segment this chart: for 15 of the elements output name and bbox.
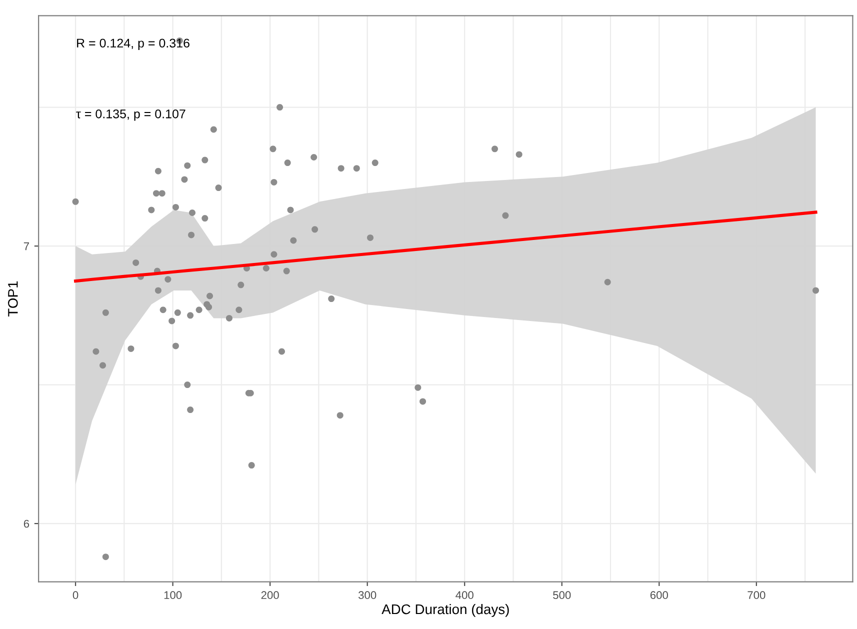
x-axis-title: ADC Duration (days) xyxy=(382,604,509,617)
y-axis-title: TOP1 xyxy=(8,281,18,316)
x-tick-label: 400 xyxy=(456,591,474,600)
x-tick-label: 600 xyxy=(650,591,668,600)
x-tick-label: 700 xyxy=(748,591,766,600)
y-tick-label: 7 xyxy=(24,242,29,250)
x-tick-label: 300 xyxy=(358,591,376,600)
x-tick-label: 100 xyxy=(164,591,182,600)
x-tick-label: 500 xyxy=(553,591,571,600)
y-tick-label: 6 xyxy=(24,520,30,528)
line-series xyxy=(74,210,818,283)
annotation: τ = 0.135, p = 0.107 xyxy=(76,109,186,121)
annotation: R = 0.124, p = 0.316 xyxy=(77,38,190,50)
x-tick-label: 200 xyxy=(261,591,279,600)
x-tick-label: 0 xyxy=(72,591,78,600)
